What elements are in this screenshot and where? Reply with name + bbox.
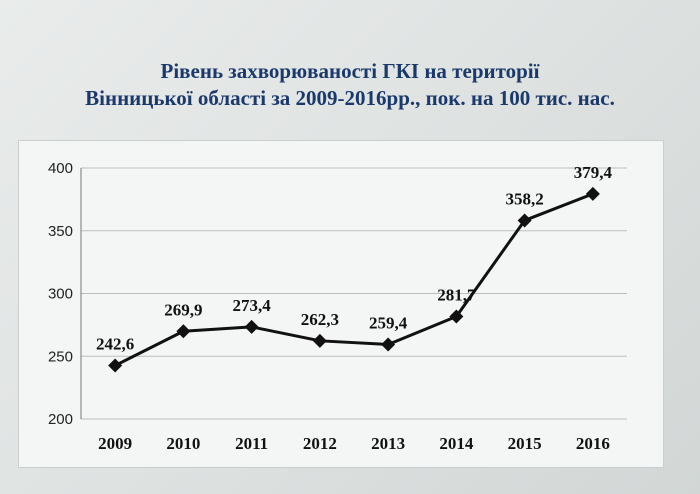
chart-title-line-2: Вінницької області за 2009-2016рр., пок.… [85,86,615,110]
x-tick-label: 2012 [303,434,337,453]
x-tick-label: 2011 [235,434,268,453]
data-label: 259,4 [369,313,408,332]
data-label: 358,2 [506,189,544,208]
data-label: 379,4 [574,163,613,182]
data-point-marker [517,213,532,228]
series-line [114,192,594,367]
data-point-marker [312,333,327,348]
line-chart: 200 250 300 350 400 2009 2010 2011 2012 2013 2014 2… [48,160,627,453]
x-tick-label: 2014 [439,434,474,453]
chart-title: Рівень захворюваності ГКІ на території В… [0,58,700,112]
data-point-marker [176,324,191,339]
data-label: 242,6 [96,335,134,354]
data-label: 281,7 [437,285,476,304]
data-point-marker [381,337,396,352]
data-label: 262,3 [301,310,339,329]
x-tick-label: 2013 [371,434,405,453]
chart-area: 200 250 300 350 400 2009 2010 2011 2012 2013 2014 2… [18,140,664,468]
x-tick-label: 2010 [166,434,200,453]
x-tick-label: 2015 [508,434,542,453]
y-tick-label: 200 [48,411,73,428]
data-point-marker [585,186,600,201]
y-tick-label: 250 [48,348,73,365]
data-label: 273,4 [233,296,272,315]
y-tick-label: 300 [48,286,73,303]
y-tick-label: 400 [48,160,73,177]
y-tick-label: 350 [48,223,73,240]
data-label: 269,9 [164,300,202,319]
x-tick-label: 2016 [576,434,610,453]
chart-title-line-1: Рівень захворюваності ГКІ на території [160,59,540,83]
x-tick-label: 2009 [98,434,132,453]
data-point-marker [449,309,464,324]
data-point-marker [244,319,259,334]
data-point-marker [108,358,123,373]
